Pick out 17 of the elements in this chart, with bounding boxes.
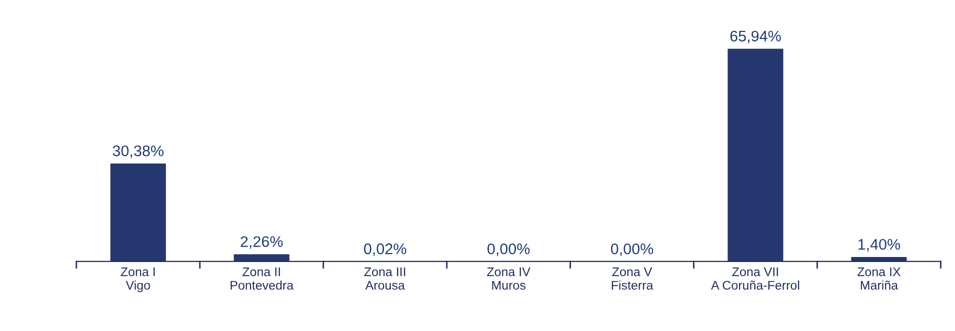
bar — [728, 48, 784, 262]
x-tick-label: Zona IV Muros — [487, 268, 530, 290]
bar — [110, 163, 166, 262]
bar — [234, 254, 290, 262]
x-tick-label: Zona I Vigo — [120, 268, 155, 292]
x-tick-label: Zona V Fisterra — [612, 268, 654, 290]
data-label: 65,94% — [730, 30, 781, 44]
x-tick-label: Zona VII A Coruña-Ferrol — [711, 268, 800, 290]
x-tick-label: Zona III Arousa — [364, 268, 406, 290]
x-tick-label: Zona IX Mariña — [857, 268, 901, 290]
data-label: 30,38% — [112, 145, 164, 158]
data-label: 1,40% — [858, 238, 900, 252]
data-label: 2,26% — [240, 236, 283, 249]
data-label: 0,00% — [610, 243, 654, 256]
x-tick-label: Zona II Pontevedra — [230, 268, 294, 290]
data-label: 0,00% — [487, 243, 530, 256]
data-label: 0,02% — [364, 243, 406, 256]
